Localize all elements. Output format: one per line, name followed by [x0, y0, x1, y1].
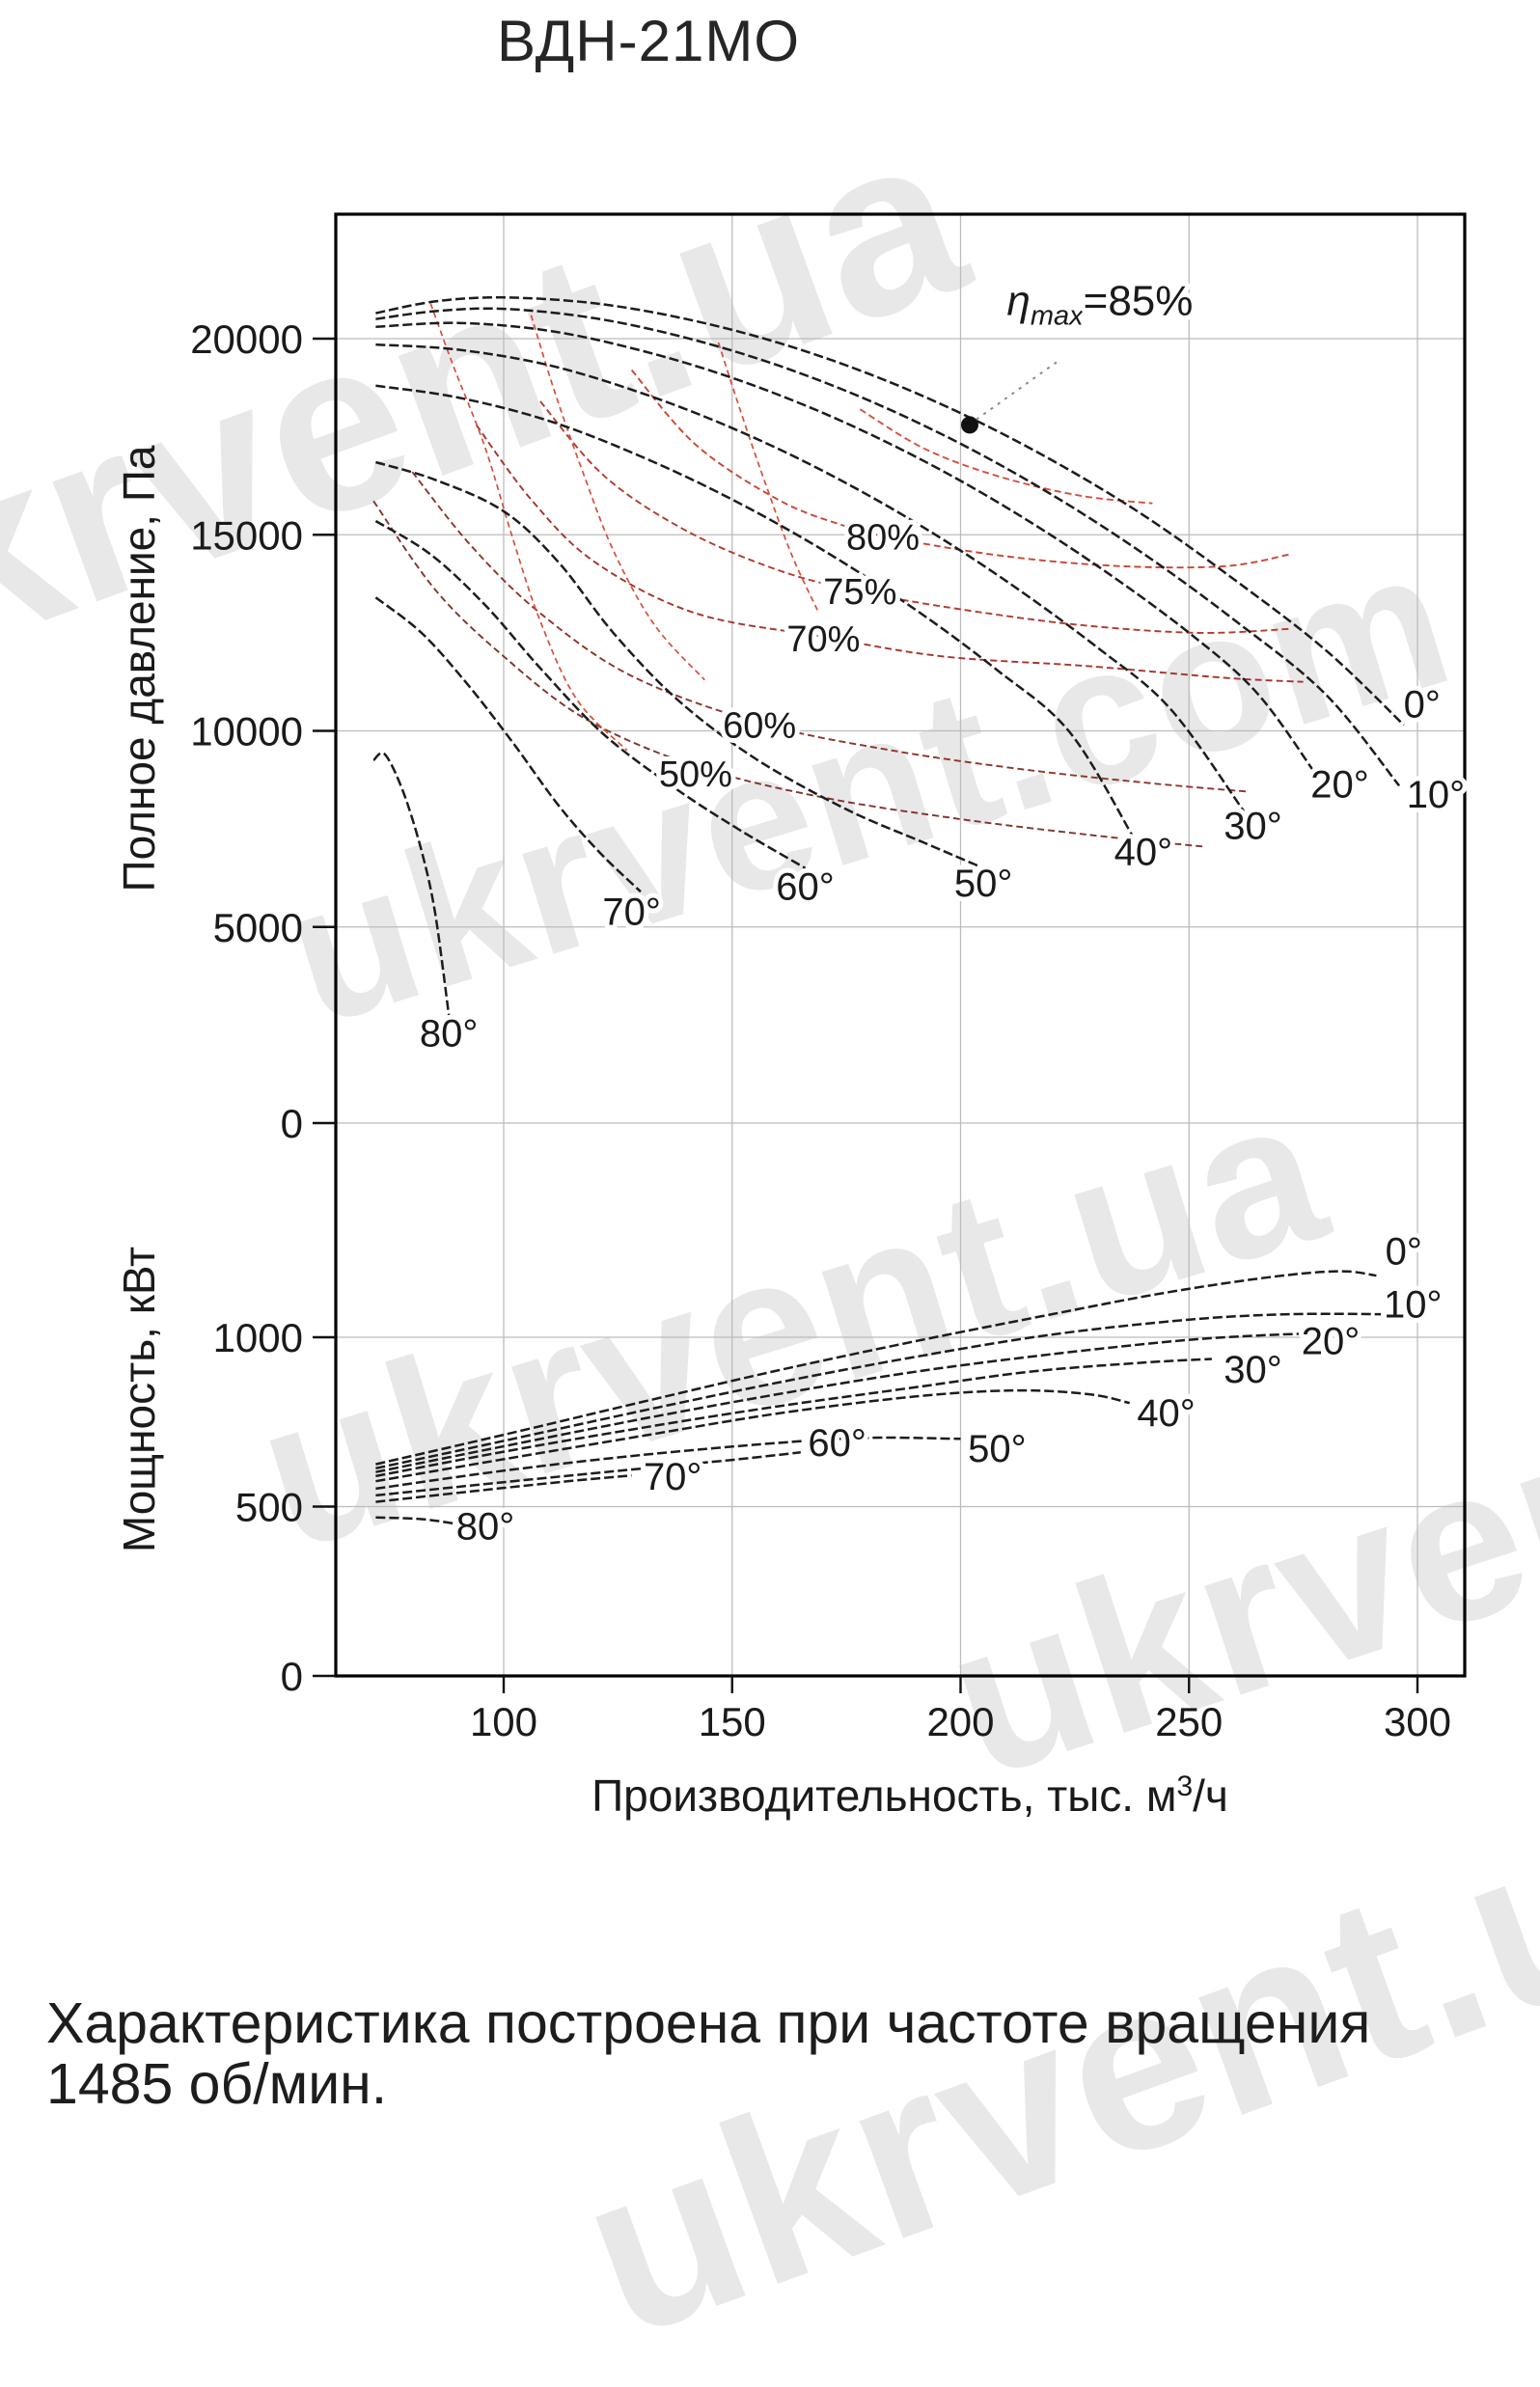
pressure-curve-label: 80°	[420, 1013, 479, 1056]
pressure-curve-label: 70°	[602, 892, 661, 934]
pressure-curve	[374, 596, 642, 893]
pressure-curve-label: 60°	[776, 865, 835, 908]
tick-labels: 0 5000 10000 15000 20000 0 500 1000 100 150 200 250…	[190, 316, 1451, 1744]
pressure-curve	[375, 296, 1405, 727]
x-tick-label: 300	[1384, 1699, 1451, 1744]
power-curve-label: 80°	[456, 1506, 515, 1549]
efficiency-contour	[475, 424, 1304, 683]
x-tick-label: 200	[926, 1699, 994, 1744]
pressure-curve-label: 10°	[1407, 774, 1466, 816]
power-curves	[375, 1270, 1382, 1532]
pressure-tick-label: 5000	[213, 905, 303, 950]
power-curve	[375, 1312, 1382, 1470]
power-curve-label: 70°	[644, 1456, 702, 1498]
power-tick-label: 0	[281, 1654, 303, 1699]
efficiency-contour-branch	[429, 303, 628, 752]
pressure-axis-title: Полное давление, Па	[114, 445, 164, 892]
efficiency-label: 80%	[846, 517, 920, 558]
fan-performance-chart: 0 5000 10000 15000 20000 0 500 1000 100 150 200 250…	[114, 212, 1470, 1821]
pressure-curve	[372, 752, 451, 1016]
power-curve-label: 30°	[1224, 1349, 1282, 1391]
efficiency-label: 70%	[786, 619, 860, 660]
power-axis-title: Мощность, кВт	[114, 1247, 164, 1552]
pressure-curve	[374, 519, 807, 869]
power-curve-label: 0°	[1386, 1231, 1422, 1274]
chart-frame	[334, 212, 1467, 1678]
pressure-tick-label: 15000	[190, 512, 303, 558]
footnote: Характеристика построена при частоте вра…	[46, 1991, 1494, 2117]
power-curve	[375, 1388, 1130, 1483]
curve-labels: 0° 10° 20° 30° 40° 50° 60° 70° 80° 0° 10° 20° 30° 40°…	[415, 512, 1470, 1552]
pressure-curve	[375, 343, 1246, 812]
gridlines	[336, 214, 1465, 1676]
power-curve	[375, 1270, 1377, 1466]
bep-dot	[960, 416, 978, 434]
power-tick-label: 1000	[213, 1315, 303, 1360]
power-curve	[375, 1473, 632, 1503]
efficiency-contour	[859, 408, 1153, 505]
x-tick-label: 100	[470, 1699, 537, 1744]
power-curve-label: 50°	[968, 1428, 1027, 1470]
pressure-curve	[375, 321, 1318, 777]
pressure-curves	[372, 296, 1405, 1016]
efficiency-label: 50%	[659, 755, 732, 795]
efficiency-contour-branch	[530, 315, 705, 681]
pressure-curve-label: 50°	[954, 863, 1013, 905]
footnote-line-1: Характеристика построена при частоте вра…	[46, 1991, 1371, 2055]
power-curve	[375, 1451, 801, 1497]
power-curve-label: 20°	[1302, 1321, 1361, 1363]
power-curve-label: 10°	[1384, 1284, 1443, 1327]
efficiency-label: 60%	[723, 705, 796, 746]
efficiency-label: 75%	[823, 572, 896, 613]
pressure-curve	[375, 460, 979, 867]
pressure-curve-label: 0°	[1404, 683, 1441, 726]
pressure-tick-label: 20000	[190, 316, 303, 362]
efficiency-contour	[372, 500, 1203, 848]
efficiency-contour-branch	[717, 342, 820, 614]
axis-ticks	[313, 337, 1419, 1693]
x-tick-label: 250	[1155, 1699, 1223, 1744]
pressure-curve	[375, 307, 1401, 787]
efficiency-contour	[630, 369, 1290, 569]
efficiency-contours	[372, 303, 1304, 848]
pressure-curve-label: 30°	[1224, 805, 1282, 847]
x-axis-title: Производительность, тыс. м3/ч	[591, 1770, 1228, 1821]
power-curve	[375, 1436, 961, 1491]
power-curve-label: 40°	[1137, 1392, 1196, 1435]
power-curve	[375, 1358, 1212, 1478]
pressure-curve-label: 20°	[1310, 764, 1369, 807]
x-tick-label: 150	[699, 1699, 766, 1744]
footnote-line-2: 1485 об/мин.	[46, 2052, 388, 2117]
pressure-tick-label: 10000	[190, 709, 303, 755]
efficiency-contour	[539, 400, 1290, 634]
power-curve	[375, 1516, 486, 1532]
power-tick-label: 500	[235, 1485, 303, 1530]
bep-callout-line	[975, 361, 1058, 422]
pressure-curve	[375, 384, 1136, 839]
bep-label: ηmax=85%	[1006, 278, 1193, 332]
pressure-tick-label: 0	[281, 1101, 303, 1146]
power-curve-label: 60°	[808, 1422, 866, 1465]
power-curve	[375, 1332, 1299, 1473]
pressure-curve-label: 40°	[1114, 832, 1173, 874]
page-title: ВДН-21МО	[496, 9, 801, 73]
